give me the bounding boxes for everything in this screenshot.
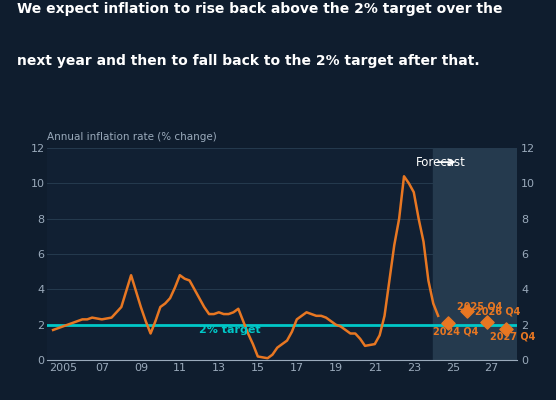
Text: 2025 Q4: 2025 Q4 xyxy=(456,301,502,311)
Bar xyxy=(433,148,531,360)
Point xyxy=(483,319,492,325)
Text: Forecast: Forecast xyxy=(416,156,465,169)
Text: 2024 Q4: 2024 Q4 xyxy=(433,326,479,336)
Point xyxy=(463,308,472,315)
Point xyxy=(502,326,511,332)
Text: We expect inflation to rise back above the 2% target over the: We expect inflation to rise back above t… xyxy=(17,2,502,16)
Text: Annual inflation rate (% change): Annual inflation rate (% change) xyxy=(47,132,217,142)
Point xyxy=(444,320,453,326)
Text: 2% target: 2% target xyxy=(199,325,261,335)
Text: 2027 Q4: 2027 Q4 xyxy=(490,331,535,341)
Text: next year and then to fall back to the 2% target after that.: next year and then to fall back to the 2… xyxy=(17,54,479,68)
Text: 2026 Q4: 2026 Q4 xyxy=(475,306,520,316)
